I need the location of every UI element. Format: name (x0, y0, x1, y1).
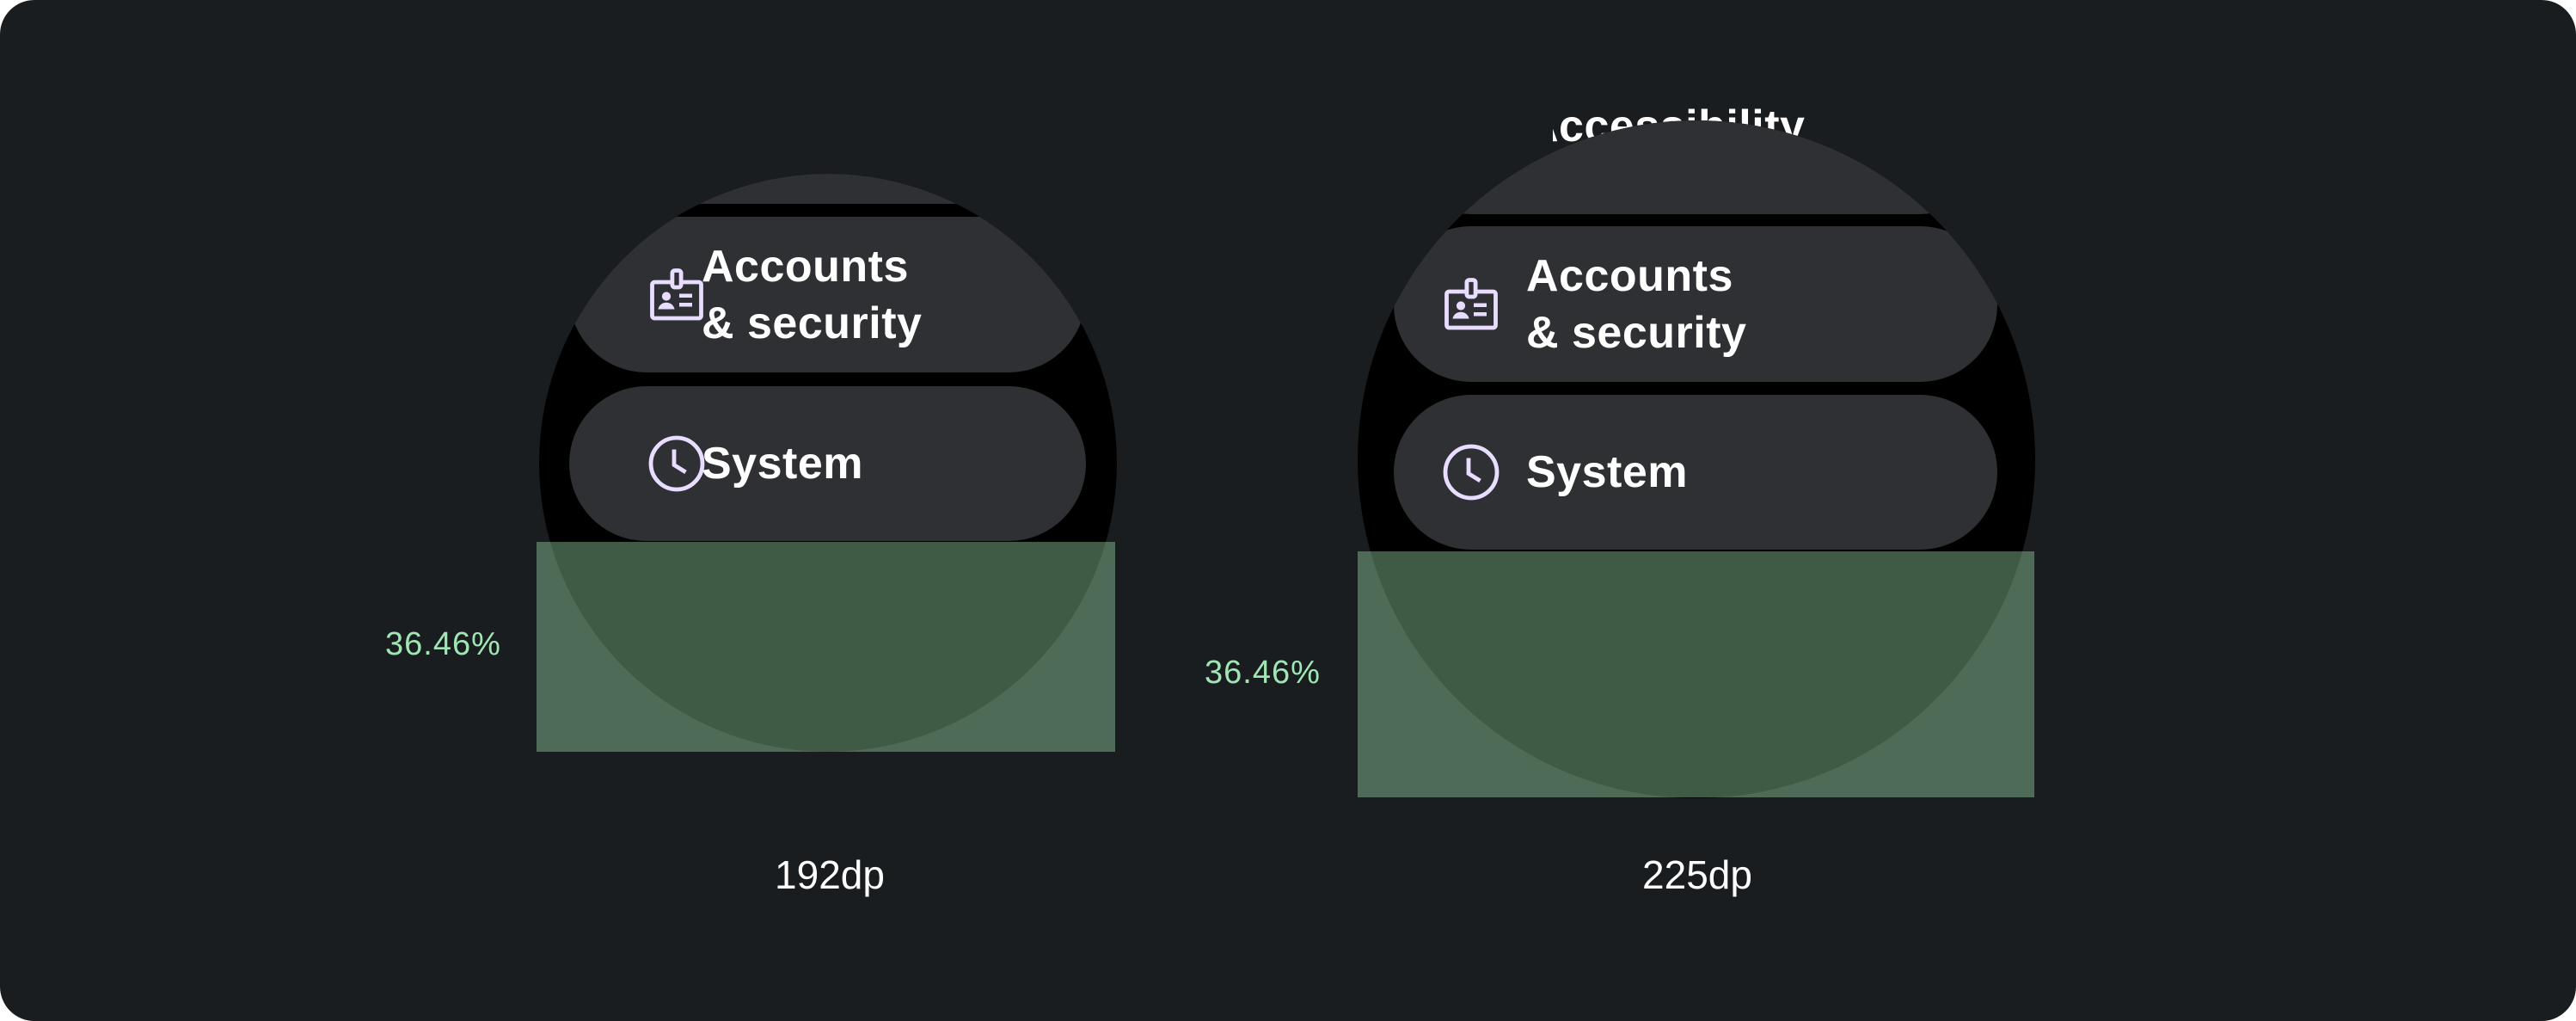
list-item-previous[interactable] (569, 174, 1086, 204)
watch-screen-large: Accounts & security System (1358, 120, 2035, 798)
list-item-accounts-security[interactable]: Accounts & security (1394, 226, 1997, 382)
screen-size-label: 225dp (1642, 852, 1752, 897)
bottom-inset-overlay (537, 542, 1115, 752)
list-item-system[interactable]: System (569, 386, 1086, 541)
item-label: Accounts & security (1526, 250, 1747, 358)
watch-screen-small: Accounts & security System (539, 174, 1117, 752)
item-label: System (1526, 447, 1688, 497)
list-item-system[interactable]: System (1394, 395, 1997, 550)
overlay-percent-label: 36.46% (1205, 655, 1321, 691)
overlay-percent-label: 36.46% (385, 626, 501, 662)
item-label: Accounts & security (702, 241, 923, 348)
clock-icon (648, 435, 705, 492)
list-item-accessibility[interactable] (1394, 120, 1997, 214)
bottom-inset-overlay (1358, 551, 2034, 797)
clock-icon (1443, 444, 1500, 501)
badge-icon (650, 268, 703, 320)
list-item-accounts-security[interactable]: Accounts & security (569, 217, 1086, 372)
badge-icon (1444, 277, 1498, 329)
item-label: System (702, 439, 863, 489)
screen-size-label: 192dp (775, 852, 885, 897)
